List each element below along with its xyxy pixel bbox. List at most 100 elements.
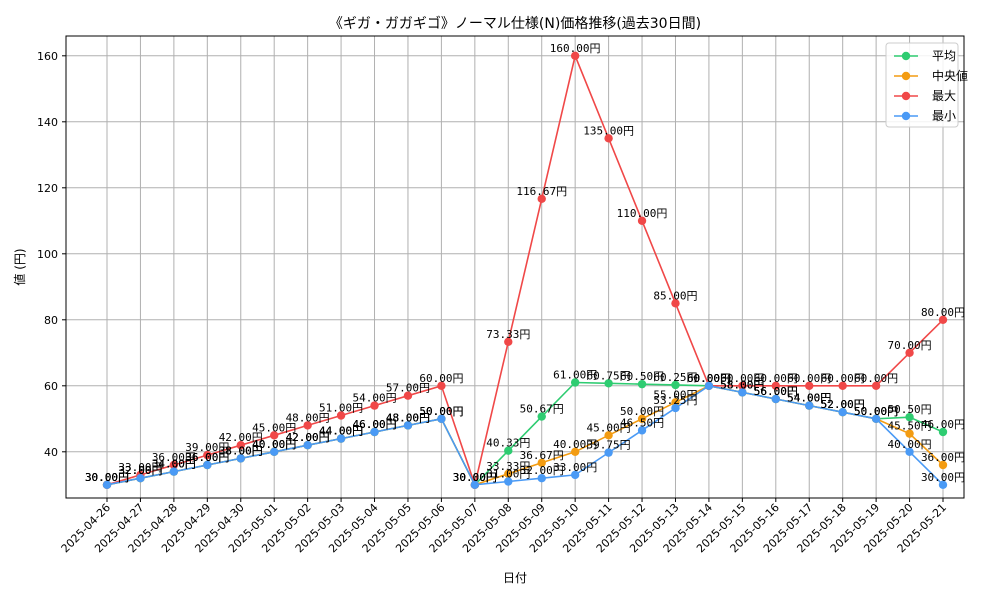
legend-marker (901, 51, 911, 61)
data-label: 36.00円 (185, 451, 229, 464)
data-label: 110.00円 (617, 207, 668, 220)
data-label: 54.00円 (352, 392, 396, 405)
data-label: 52.00円 (821, 398, 865, 411)
data-label: 40.00円 (252, 438, 296, 451)
data-point (437, 414, 446, 423)
data-label: 58.00円 (720, 378, 764, 391)
data-label: 40.00円 (553, 438, 597, 451)
y-axis-label: 値 (円) (12, 248, 27, 285)
data-label: 42.00円 (286, 431, 330, 444)
data-label: 30.00円 (453, 471, 497, 484)
data-point (504, 337, 513, 347)
y-tick-label: 60 (44, 380, 58, 393)
data-label: 40.00円 (252, 438, 296, 451)
data-label: 36.00円 (152, 451, 196, 464)
data-label: 34.00円 (152, 458, 196, 471)
data-label: 30.00円 (453, 471, 497, 484)
data-point (537, 458, 546, 467)
data-label: 42.00円 (219, 431, 263, 444)
data-label: 60.00円 (687, 372, 731, 385)
data-label: 60.00円 (687, 372, 731, 385)
data-point (270, 431, 279, 440)
data-label: 33.00円 (118, 461, 162, 474)
data-label: 38.00円 (219, 444, 263, 457)
data-label: 33.00円 (553, 461, 597, 474)
data-point (938, 480, 948, 489)
data-label: 85.00円 (653, 289, 697, 302)
data-label: 46.00円 (921, 418, 965, 431)
data-label: 36.67円 (520, 449, 564, 462)
data-label: 58.00円 (720, 378, 764, 391)
data-label: 42.00円 (286, 431, 330, 444)
data-point (504, 469, 513, 479)
data-label: 32.00円 (118, 464, 162, 477)
data-point (504, 446, 513, 455)
data-label: 50.67円 (520, 403, 564, 416)
data-point (437, 381, 446, 390)
y-tick-label: 40 (44, 446, 58, 459)
data-point (671, 380, 680, 390)
data-label: 30.00円 (85, 471, 129, 484)
data-point (871, 414, 881, 423)
data-label: 60.00円 (854, 372, 898, 385)
data-label: 46.50円 (620, 416, 664, 429)
data-label: 54.00円 (787, 392, 831, 405)
data-point (169, 467, 179, 476)
data-label: 30.00円 (85, 471, 129, 484)
plot-frame (65, 35, 965, 499)
data-point (504, 477, 513, 486)
data-label: 34.00円 (152, 458, 196, 471)
data-label: 160.00円 (550, 42, 601, 55)
legend-marker (901, 111, 911, 121)
x-axis-label: 日付 (503, 571, 527, 585)
data-label: 56.00円 (754, 385, 798, 398)
data-label: 73.33円 (486, 328, 530, 341)
data-point (604, 379, 613, 388)
data-point (203, 450, 212, 460)
data-point (905, 429, 914, 438)
data-label: 50.00円 (620, 405, 664, 418)
data-label: 50.00円 (854, 405, 898, 418)
data-point (604, 431, 613, 440)
data-label: 56.00円 (754, 385, 798, 398)
legend-label: 中央値 (932, 68, 968, 83)
data-label: 32.00円 (118, 464, 162, 477)
data-label: 45.00円 (252, 421, 296, 434)
chart-title: 《ギガ・ガガギゴ》ノーマル仕様(N)価格推移(過去30日間) (329, 15, 701, 32)
data-label: 46.00円 (352, 418, 396, 431)
data-point (838, 381, 847, 390)
data-label: 50.00円 (419, 405, 463, 418)
data-label: 60.50円 (620, 370, 664, 383)
data-label: 60.00円 (687, 372, 731, 385)
data-point (771, 394, 780, 404)
data-label: 50.00円 (854, 405, 898, 418)
data-point (637, 414, 647, 423)
data-label: 31.00円 (486, 468, 530, 481)
y-axis-ticks: 40 60 80 100 120 140 160 (37, 50, 66, 459)
series-layer (102, 51, 948, 489)
data-label: 60.75円 (587, 369, 631, 382)
data-point (704, 381, 714, 390)
data-label: 36.00円 (185, 451, 229, 464)
data-label: 135.00円 (583, 124, 634, 137)
data-point (637, 379, 647, 389)
data-label: 32.00円 (118, 464, 162, 477)
data-label: 60.00円 (687, 372, 731, 385)
legend-marker (901, 71, 911, 81)
legend-label: 最小 (932, 109, 956, 123)
data-label: 39.75円 (587, 439, 631, 452)
data-label: 39.00円 (185, 441, 229, 454)
y-tick-label: 120 (37, 182, 58, 195)
data-point (570, 378, 580, 387)
data-point (671, 403, 680, 413)
x-axis-ticks: 2025-04-262025-04-272025-04-282025-04-29… (59, 498, 949, 555)
data-label: 57.00円 (386, 382, 430, 395)
data-point (470, 480, 480, 489)
data-label: 46.00円 (352, 418, 396, 431)
data-label: 48.00円 (386, 411, 430, 424)
data-point (637, 426, 647, 435)
data-point (671, 299, 680, 308)
data-label: 44.00円 (319, 425, 363, 438)
data-label: 30.00円 (453, 471, 497, 484)
